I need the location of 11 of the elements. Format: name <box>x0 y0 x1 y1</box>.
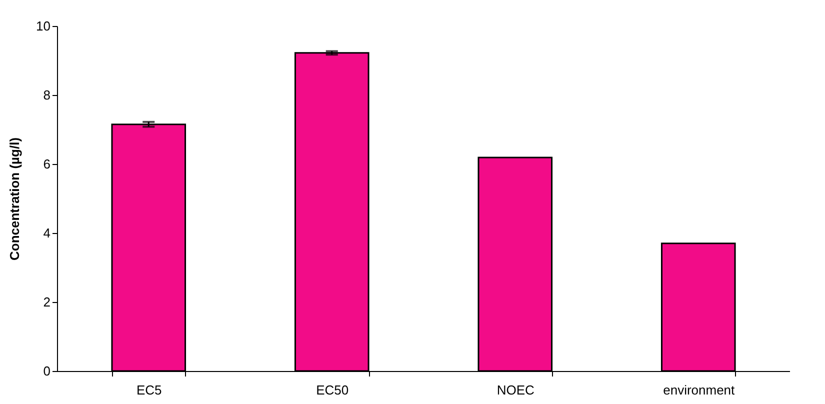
x-tick-label: environment <box>663 382 736 398</box>
y-tick-label: 0 <box>43 364 50 378</box>
y-tick-label: 10 <box>36 18 50 34</box>
x-tick-label: EC5 <box>136 382 162 398</box>
x-tick-label: NOEC <box>496 382 534 398</box>
x-tick-label: EC50 <box>316 382 349 398</box>
y-tick-label: 8 <box>43 88 50 102</box>
y-tick-label: 4 <box>43 226 50 240</box>
y-tick-label: 2 <box>43 294 50 310</box>
y-tick-label: 6 <box>43 156 50 172</box>
y-axis-title: Concentration (µg/l) <box>7 137 22 261</box>
